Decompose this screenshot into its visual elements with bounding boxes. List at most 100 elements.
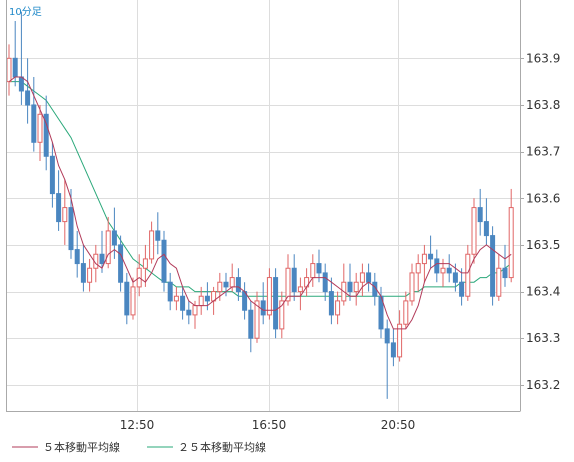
candle-24 [155,212,161,255]
candle-81 [508,188,514,283]
candle-body-9 [62,207,68,223]
candle-body-47 [297,286,303,293]
candle-body-7 [49,155,55,195]
candle-51 [322,263,328,301]
legend: ５本移動平均線 ２５本移動平均線 [12,440,266,454]
candle-body-16 [105,230,111,265]
candle-body-75 [471,207,477,255]
candle-body-65 [409,272,415,302]
candle-57 [359,263,365,297]
candle-52 [328,277,334,325]
candle-body-53 [335,300,341,316]
candle-body-18 [118,244,124,283]
candle-body-30 [192,305,198,316]
legend-label-ma5: ５本移動平均線 [43,440,120,454]
candle-body-36 [229,277,235,288]
candle-body-57 [359,272,365,283]
y-tick-label-7: 163.9 [526,51,560,65]
candle-body-17 [111,230,117,246]
candle-3 [25,58,31,124]
legend-label-ma25: ２５本移動平均線 [178,440,266,454]
y-axis-labels: 163.2 163.3 163.4 163.5 163.6 163.7 163.8 163.9 [520,51,560,392]
candle-body-24 [155,230,161,241]
candle-20 [130,277,136,320]
candle-17 [111,207,117,259]
y-tick-label-2: 163.4 [526,285,560,299]
candle-40 [254,291,260,343]
candle-body-69 [434,258,440,274]
candle-16 [105,216,111,269]
ma5-line-group [8,76,512,330]
candle-41 [260,282,266,325]
candle-29 [186,300,192,325]
candle-body-61 [384,328,390,344]
x-tick-label-2: 20:50 [381,418,416,432]
candle-67 [421,244,427,283]
candle-44 [279,291,285,339]
candle-body-2 [18,76,24,92]
candle-body-15 [99,253,105,265]
candle-46 [291,254,297,301]
candle-4 [31,76,37,152]
candle-68 [428,235,434,269]
candle-80 [502,244,508,287]
candle-body-13 [87,267,93,283]
candle-53 [335,291,341,325]
candle-12 [80,244,86,292]
candle-body-63 [397,323,403,358]
plot-area [6,0,520,411]
candle-body-52 [328,291,334,316]
candle-35 [223,272,229,297]
candle-43 [273,268,279,339]
candle-body-1 [12,57,18,78]
candle-37 [235,268,241,301]
candle-body-71 [446,267,452,274]
ma25-line-group [9,81,512,297]
candle-23 [149,221,155,264]
candle-body-20 [130,286,136,316]
candle-66 [415,254,421,292]
y-tick-label-3: 163.5 [526,238,560,252]
candle-body-55 [347,281,353,293]
candle-28 [180,286,186,320]
candle-body-26 [167,281,173,302]
candle-body-6 [43,113,49,157]
candle-9 [62,179,68,245]
candle-body-73 [459,281,465,297]
candle-64 [403,291,409,329]
candle-78 [490,226,496,306]
candle-body-68 [428,253,434,260]
candle-body-80 [502,267,508,279]
x-tick-label-0: 12:50 [120,418,155,432]
candle-body-19 [124,281,130,316]
candle-body-5 [37,113,43,143]
candle-body-74 [465,253,471,297]
candle-71 [446,254,452,283]
candle-22 [142,244,148,287]
interval-label: 10分足 [9,6,42,18]
candle-63 [397,310,403,362]
candle-body-4 [31,104,37,143]
candle-11 [74,230,80,278]
candle-body-23 [149,230,155,260]
candle-77 [483,198,489,245]
candle-79 [496,254,502,301]
candle-body-8 [56,193,62,223]
candle-55 [347,263,353,301]
candle-body-35 [223,281,229,288]
candle-body-34 [217,281,223,293]
x-axis-labels: 12:50 16:50 20:50 [120,418,416,432]
candle-body-27 [173,295,179,302]
candle-body-67 [421,253,427,265]
candle-75 [471,198,477,264]
candle-body-41 [260,300,266,316]
candle-body-22 [142,258,148,269]
candle-body-76 [477,207,483,223]
grid-lines [6,0,520,411]
candle-body-11 [74,249,80,265]
candle-50 [316,249,322,283]
candle-body-70 [440,267,446,274]
candle-body-44 [279,300,285,330]
candle-body-12 [80,263,86,283]
candle-body-0 [6,57,12,83]
